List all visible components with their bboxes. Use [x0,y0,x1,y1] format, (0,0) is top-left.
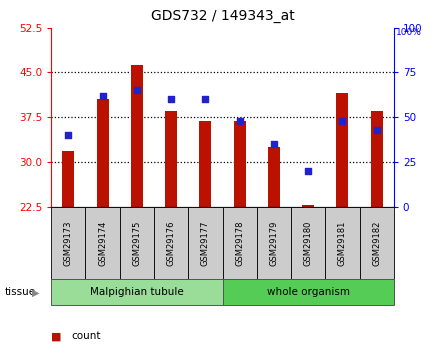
Text: tissue: tissue [4,287,36,297]
Bar [120,207,154,279]
Bar [188,207,222,279]
Text: GDS732 / 149343_at: GDS732 / 149343_at [150,9,295,23]
Point [202,97,209,102]
Text: GSM29174: GSM29174 [98,220,107,266]
Point [134,88,141,93]
Text: GSM29180: GSM29180 [303,220,313,266]
Text: GSM29173: GSM29173 [64,220,73,266]
Bar [291,207,325,279]
Bar [371,111,383,207]
Text: GSM29181: GSM29181 [338,220,347,266]
Bar [131,65,143,207]
Text: GSM29176: GSM29176 [166,220,176,266]
Bar [51,207,85,279]
Bar [222,207,257,279]
Bar [257,207,291,279]
Bar [51,279,223,305]
Bar [62,151,74,207]
Text: 100%: 100% [396,28,422,37]
Bar [97,99,109,207]
Text: ▶: ▶ [32,287,40,297]
Bar [302,205,314,207]
Text: GSM29178: GSM29178 [235,220,244,266]
Point [236,118,243,124]
Bar [85,207,120,279]
Point [271,141,278,147]
Text: GSM29179: GSM29179 [269,220,279,266]
Bar [165,111,177,207]
Text: GSM29175: GSM29175 [132,220,142,266]
Point [65,132,72,138]
Bar [234,121,246,207]
Text: whole organism: whole organism [267,287,350,297]
Text: GSM29177: GSM29177 [201,220,210,266]
Bar [360,207,394,279]
Bar [222,279,394,305]
Text: count: count [71,332,101,341]
Point [339,118,346,124]
Point [373,127,380,132]
Text: Malpighian tubule: Malpighian tubule [90,287,184,297]
Point [99,93,106,99]
Text: GSM29182: GSM29182 [372,220,381,266]
Point [305,168,312,174]
Bar [154,207,188,279]
Bar [268,147,280,207]
Bar [336,93,348,207]
Bar [325,207,360,279]
Bar [199,121,211,207]
Point [168,97,175,102]
Text: ■: ■ [51,332,62,341]
